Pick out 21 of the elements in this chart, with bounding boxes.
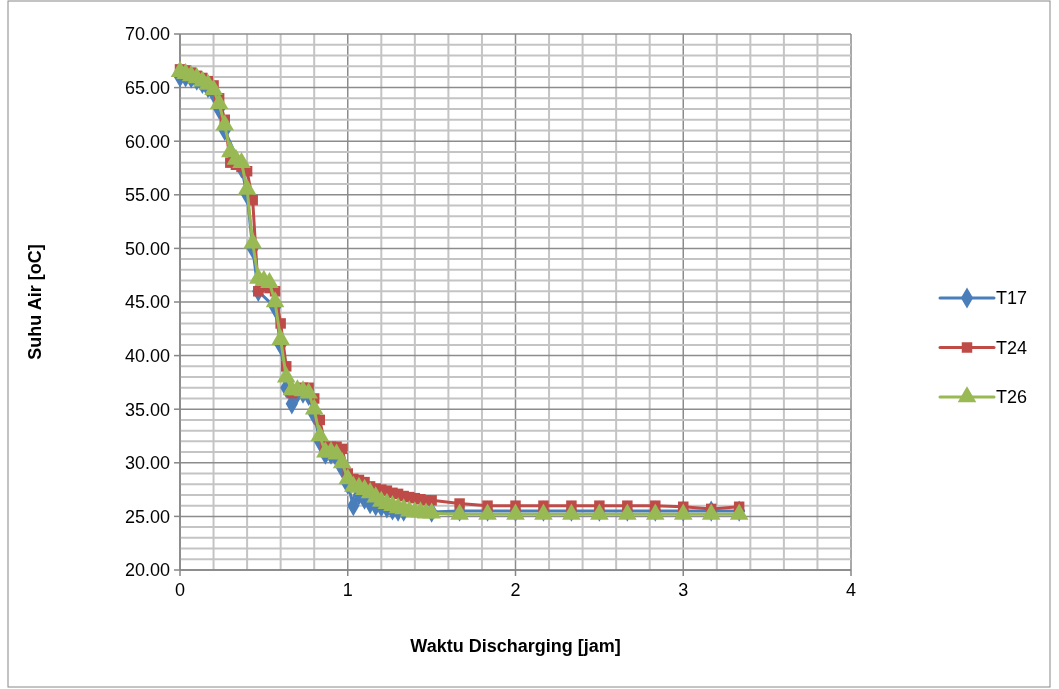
legend-label: T24 — [996, 337, 1028, 358]
x-axis-title: Waktu Discharging [jam] — [410, 636, 621, 657]
y-tick-label: 65.00 — [124, 77, 170, 98]
x-tick-label: 1 — [342, 580, 353, 601]
x-tick-label: 4 — [845, 580, 857, 601]
y-tick-label: 30.00 — [124, 453, 170, 474]
y-tick-label: 40.00 — [124, 345, 170, 366]
y-tick-label: 35.00 — [124, 399, 170, 420]
y-tick-label: 70.00 — [124, 24, 170, 45]
y-tick-label: 55.00 — [124, 185, 170, 206]
y-tick-label: 25.00 — [124, 506, 170, 527]
x-tick-label: 2 — [510, 580, 521, 601]
legend-label: T26 — [996, 387, 1028, 408]
y-tick-label: 45.00 — [124, 292, 170, 313]
y-tick-label: 50.00 — [124, 238, 170, 259]
y-tick-label: 60.00 — [124, 131, 170, 152]
x-tick-label: 3 — [678, 580, 689, 601]
legend-label: T17 — [996, 288, 1028, 309]
y-axis-title: Suhu Air [oC] — [25, 244, 46, 360]
x-tick-label: 0 — [174, 580, 186, 601]
y-tick-label: 20.00 — [124, 560, 170, 581]
